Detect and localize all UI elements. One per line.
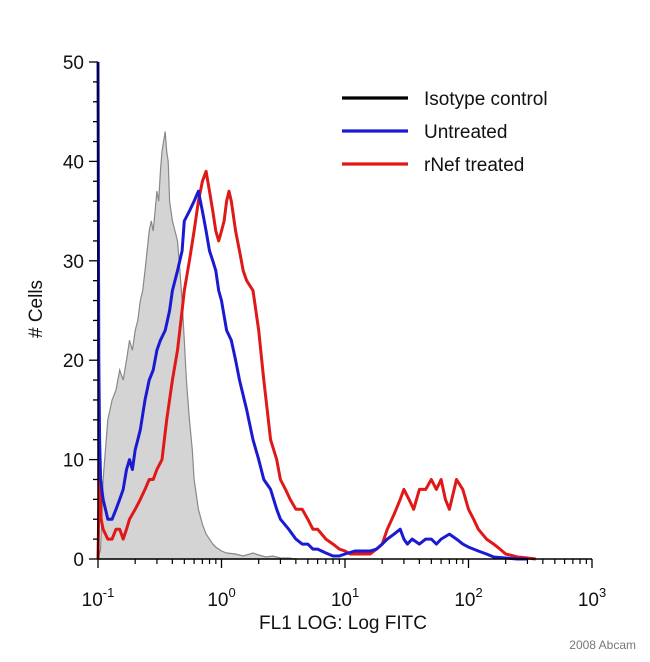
x-tick-label: 102 <box>454 585 482 611</box>
legend: Isotype control Untreated rNef treated <box>342 89 548 176</box>
series-isotype-control-area <box>97 131 296 560</box>
x-tick-exponent: 1 <box>352 585 359 600</box>
legend-label: rNef treated <box>424 155 524 176</box>
x-tick-base: 10 <box>454 590 475 611</box>
x-tick-label: 10-1 <box>82 585 115 611</box>
x-tick-base: 10 <box>207 590 228 611</box>
series-layer <box>96 61 536 561</box>
x-tick-base: 10 <box>578 590 599 611</box>
y-tick-label: 10 <box>63 451 84 472</box>
credit-text: 2008 Abcam <box>569 638 636 652</box>
series-untreated-line <box>96 61 528 561</box>
x-tick-label: 101 <box>331 585 359 611</box>
y-tick-label: 20 <box>63 351 84 372</box>
x-tick-label: 100 <box>207 585 235 611</box>
y-tick-label: 30 <box>63 252 84 273</box>
x-tick-exponent: -1 <box>103 585 115 600</box>
y-tick-label: 0 <box>73 550 84 571</box>
y-tick-label: 50 <box>63 53 84 74</box>
series-rnef-treated-line <box>96 169 536 561</box>
x-axis-title: FL1 LOG: Log FITC <box>259 613 427 634</box>
x-tick-exponent: 3 <box>599 585 606 600</box>
x-tick-base: 10 <box>331 590 352 611</box>
legend-label: Untreated <box>424 122 507 143</box>
x-tick-label: 103 <box>578 585 606 611</box>
legend-label: Isotype control <box>424 89 548 110</box>
x-tick-exponent: 2 <box>475 585 482 600</box>
x-tick-base: 10 <box>82 590 103 611</box>
y-axis-title: # Cells <box>26 280 47 338</box>
x-tick-exponent: 0 <box>228 585 235 600</box>
y-tick-label: 40 <box>63 152 84 173</box>
